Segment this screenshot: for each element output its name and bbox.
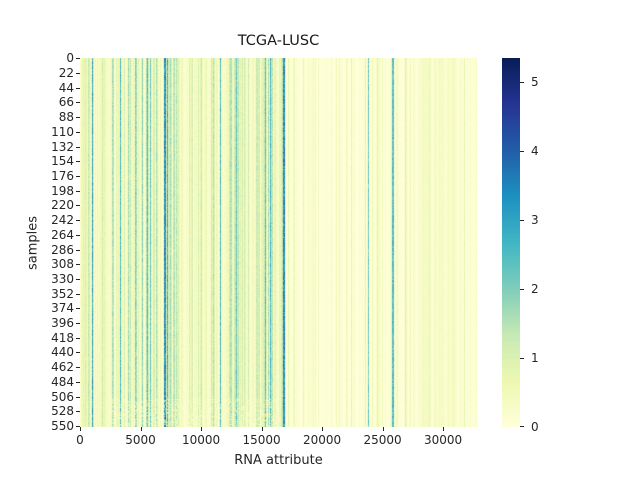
y-tick-mark — [76, 367, 80, 369]
x-tick-mark — [80, 427, 81, 431]
y-tick-label: 88 — [58, 110, 74, 125]
chart-title: TCGA-LUSC — [237, 33, 320, 49]
y-tick-mark — [76, 381, 80, 383]
colorbar-tick-mark — [520, 289, 524, 291]
y-tick-label: 176 — [51, 168, 74, 183]
y-tick-label: 0 — [66, 51, 74, 66]
y-tick-mark — [76, 425, 80, 427]
x-tick-mark — [322, 427, 324, 431]
y-tick-label: 330 — [51, 271, 74, 286]
y-tick-label: 132 — [51, 139, 74, 154]
colorbar-tick-mark — [520, 426, 524, 427]
y-tick-mark — [76, 234, 80, 236]
y-axis-label: samples — [25, 215, 41, 271]
x-tick-label: 15000 — [242, 433, 281, 447]
y-tick-label: 286 — [51, 242, 74, 257]
y-tick-mark — [76, 220, 80, 222]
y-tick-label: 264 — [51, 227, 74, 242]
y-tick-mark — [76, 264, 80, 266]
x-tick-mark — [201, 427, 203, 431]
y-tick-mark — [76, 278, 80, 280]
x-axis-label: RNA attribute — [234, 453, 323, 468]
y-tick-mark — [76, 308, 80, 310]
y-tick-label: 154 — [51, 154, 74, 169]
heatmap — [80, 58, 477, 427]
colorbar-tick-label: 2 — [531, 282, 539, 297]
y-tick-label: 462 — [51, 360, 74, 375]
colorbar-tick-label: 4 — [531, 144, 539, 159]
colorbar-tick-label: 0 — [531, 420, 539, 434]
y-tick-mark — [76, 117, 80, 119]
y-tick-label: 198 — [51, 183, 74, 198]
y-tick-label: 242 — [51, 213, 74, 228]
colorbar-tick-label: 1 — [531, 351, 539, 366]
y-tick-label: 22 — [58, 66, 74, 81]
colorbar-tick-mark — [520, 151, 524, 153]
y-tick-mark — [76, 352, 80, 354]
y-tick-mark — [76, 102, 80, 104]
y-tick-label: 418 — [51, 330, 74, 345]
y-tick-mark — [76, 293, 80, 295]
colorbar-tick-label: 5 — [531, 75, 539, 90]
x-tick-mark — [140, 427, 142, 431]
colorbar-tick-mark — [520, 82, 524, 84]
y-tick-mark — [76, 175, 80, 177]
y-tick-mark — [76, 249, 80, 251]
y-tick-mark — [76, 323, 80, 325]
y-tick-label: 506 — [51, 389, 74, 404]
x-tick-label: 0 — [76, 433, 84, 447]
x-tick-mark — [261, 427, 263, 431]
y-tick-label: 220 — [51, 198, 74, 213]
x-tick-label: 10000 — [181, 433, 221, 447]
y-tick-label: 374 — [51, 301, 74, 316]
x-tick-label: 5000 — [125, 433, 156, 447]
y-tick-label: 110 — [51, 124, 74, 139]
y-tick-mark — [76, 146, 80, 148]
y-tick-mark — [76, 73, 80, 75]
y-tick-mark — [76, 131, 80, 133]
y-tick-label: 396 — [51, 316, 74, 331]
colorbar — [502, 58, 520, 427]
colorbar-tick-mark — [520, 358, 524, 360]
y-tick-mark — [76, 337, 80, 339]
x-tick-label: 30000 — [424, 433, 463, 447]
y-tick-mark — [76, 190, 80, 192]
colorbar-tick-label: 3 — [531, 213, 539, 228]
y-tick-label: 550 — [51, 418, 74, 433]
y-tick-mark — [76, 411, 80, 413]
y-tick-label: 440 — [51, 345, 74, 360]
y-tick-label: 66 — [58, 95, 74, 110]
y-tick-label: 44 — [58, 80, 74, 95]
y-tick-label: 352 — [51, 286, 74, 301]
y-tick-label: 308 — [51, 257, 74, 272]
y-tick-mark — [76, 205, 80, 207]
y-tick-mark — [76, 396, 80, 398]
y-tick-mark — [76, 58, 80, 60]
x-tick-mark — [382, 427, 384, 431]
y-tick-label: 528 — [51, 404, 74, 419]
x-tick-label: 25000 — [363, 433, 402, 447]
y-tick-mark — [76, 161, 80, 163]
y-tick-mark — [76, 87, 80, 89]
colorbar-tick-mark — [520, 220, 524, 222]
x-tick-label: 20000 — [302, 433, 342, 447]
x-tick-mark — [443, 427, 445, 431]
y-tick-label: 484 — [51, 374, 74, 389]
